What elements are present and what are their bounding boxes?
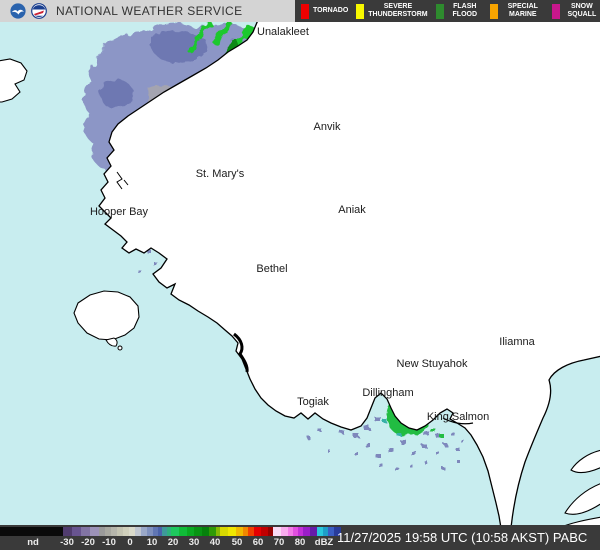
- colorbar-segment: [288, 527, 293, 536]
- colorbar-segment: [334, 527, 341, 536]
- warning-item-severe-thunderstorm: SEVERE THUNDERSTORM: [356, 2, 428, 19]
- city-label-togiak: Togiak: [297, 396, 329, 408]
- colorbar-segment: [298, 527, 303, 536]
- colorbar-segment: [63, 527, 72, 536]
- scale-label-40: 40: [209, 537, 221, 548]
- city-labels: Unalakleet Anvik St. Mary's Hooper Bay Aniak…: [90, 26, 536, 423]
- colorbar-segment: [220, 527, 228, 536]
- page-title: NATIONAL WEATHER SERVICE: [56, 4, 243, 18]
- colorbar-segment: [99, 527, 105, 536]
- colorbar-segment: [123, 527, 129, 536]
- timestamp: 11/27/2025 19:58 UTC (10:58 AKST) PABC: [337, 530, 588, 545]
- city-label-anvik: Anvik: [314, 121, 341, 133]
- colorbar-segment: [0, 527, 63, 536]
- warning-item-flash-flood: FLASH FLOOD: [435, 2, 482, 19]
- warning-item-snow-squall: SNOW SQUALL: [551, 2, 600, 19]
- colorbar-segment: [293, 527, 298, 536]
- city-label-hooper-bay: Hooper Bay: [90, 206, 149, 218]
- scale-label-50: 50: [231, 537, 243, 548]
- noaa-logo-icon[interactable]: [10, 3, 26, 19]
- colorbar-segment: [317, 527, 323, 536]
- warning-label-tornado: TORNADO: [313, 6, 349, 14]
- scale-label--10: -10: [102, 537, 116, 548]
- scale-label-20: 20: [167, 537, 179, 548]
- radar-map[interactable]: Unalakleet Anvik St. Mary's Hooper Bay Aniak…: [0, 22, 600, 525]
- scale-label-nd: nd: [27, 537, 39, 548]
- colorbar-segment: [90, 527, 99, 536]
- colorbar-segment: [228, 527, 236, 536]
- warning-item-tornado: TORNADO: [301, 3, 349, 19]
- scale-label-10: 10: [146, 537, 158, 548]
- colorbar-segment: [303, 527, 310, 536]
- colorbar-segment: [281, 527, 288, 536]
- warning-label-snow-squall: SNOW SQUALL: [567, 2, 597, 18]
- warning-swatch-flash-flood: [435, 3, 444, 19]
- warning-item-special-marine: SPECIAL MARINE: [489, 2, 544, 19]
- city-label-st-mary-s: St. Mary's: [196, 168, 245, 180]
- header-bar: NATIONAL WEATHER SERVICE TORNADO SEVERE T…: [0, 0, 600, 22]
- colorbar-segment: [153, 527, 158, 536]
- colorbar-segment: [254, 527, 261, 536]
- nws-logo-icon[interactable]: [31, 3, 47, 19]
- colorbar-segment: [323, 527, 328, 536]
- colorbar-segment: [261, 527, 268, 536]
- colorbar-segment: [72, 527, 81, 536]
- scale-label--30: -30: [60, 537, 74, 548]
- scale-label--20: -20: [81, 537, 95, 548]
- city-label-unalakleet: Unalakleet: [257, 26, 309, 38]
- colorbar-segment: [273, 527, 281, 536]
- city-label-king-salmon: King Salmon: [427, 411, 489, 423]
- colorbar-segment: [194, 527, 202, 536]
- scale-label-30: 30: [188, 537, 200, 548]
- warning-swatch-special-marine: [489, 3, 498, 19]
- colorbar-segment: [111, 527, 117, 536]
- city-label-iliamna: Iliamna: [499, 336, 535, 348]
- warning-label-flash-flood: FLASH FLOOD: [452, 2, 478, 18]
- colorbar-segment: [179, 527, 187, 536]
- colorbar-segment: [135, 527, 141, 536]
- colorbar-segment: [236, 527, 243, 536]
- colorbar-segment: [129, 527, 135, 536]
- city-label-new-stuyahok: New Stuyahok: [397, 358, 468, 370]
- scale-label-dbz: dBZ: [314, 537, 334, 548]
- colorbar-segment: [187, 527, 194, 536]
- scale-label-60: 60: [252, 537, 264, 548]
- footer-bar: nd -30 -20 -10 0 10 20 30 40 50 60 70 80 dBZ 11/27/20…: [0, 525, 600, 550]
- city-label-aniak: Aniak: [338, 204, 366, 216]
- reflectivity-colorbar: [0, 527, 341, 536]
- colorbar-segment: [248, 527, 254, 536]
- colorbar-segment: [328, 527, 334, 536]
- colorbar-segment: [171, 527, 179, 536]
- colorbar-segment: [167, 527, 171, 536]
- city-label-dillingham: Dillingham: [362, 387, 413, 399]
- colorbar-segment: [162, 527, 167, 536]
- map-area: Unalakleet Anvik St. Mary's Hooper Bay Aniak…: [0, 22, 600, 525]
- scale-label-80: 80: [294, 537, 306, 548]
- colorbar-segment: [243, 527, 248, 536]
- colorbar-segment: [105, 527, 111, 536]
- colorbar-segment: [209, 527, 216, 536]
- warning-legend: TORNADO SEVERE THUNDERSTORM FLASH FLOOD SPE…: [295, 0, 600, 22]
- scale-label-70: 70: [273, 537, 285, 548]
- colorbar-segment: [158, 527, 162, 536]
- warning-swatch-severe-thunderstorm: [356, 3, 365, 19]
- colorbar-segment: [147, 527, 153, 536]
- coastline: [98, 22, 600, 525]
- colorbar-segment: [117, 527, 123, 536]
- colorbar-segment: [310, 527, 317, 536]
- warning-label-severe-thunderstorm: SEVERE THUNDERSTORM: [368, 2, 428, 18]
- colorbar-segment: [216, 527, 220, 536]
- warning-swatch-snow-squall: [551, 3, 560, 19]
- scale-label-0: 0: [127, 537, 133, 548]
- colorbar-segment: [268, 527, 273, 536]
- warning-label-special-marine: SPECIAL MARINE: [507, 2, 538, 18]
- colorbar-segment: [202, 527, 209, 536]
- colorbar-segment: [141, 527, 147, 536]
- warning-swatch-tornado: [301, 3, 309, 19]
- reflectivity-scale-labels: nd -30 -20 -10 0 10 20 30 40 50 60 70 80 dBZ: [0, 537, 340, 549]
- header-branding: NATIONAL WEATHER SERVICE: [0, 0, 295, 22]
- city-label-bethel: Bethel: [256, 263, 287, 275]
- colorbar-segment: [81, 527, 90, 536]
